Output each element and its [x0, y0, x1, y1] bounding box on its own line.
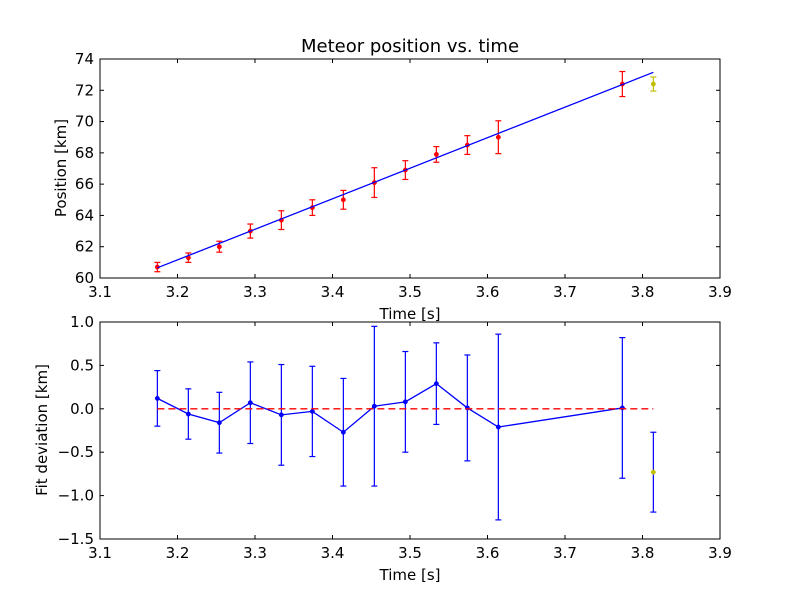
position-y-tick-label: 74: [75, 50, 94, 68]
deviation-axes-frame: [99, 321, 721, 540]
position-x-tick-label: 3.6: [476, 283, 500, 301]
position-x-axis-label: Time [s]: [379, 305, 441, 323]
deviation-data-point: [619, 405, 625, 411]
position-y-tick-label: 72: [75, 81, 94, 99]
deviation-x-tick-label: 3.2: [166, 544, 190, 562]
position-chart-title: Meteor position vs. time: [301, 36, 519, 57]
position-y-tick-label: 68: [75, 144, 94, 162]
deviation-y-tick-label: −1.0: [58, 487, 94, 505]
position-plot-area: 3.1 3.2 3.3 3.4 3.5 3.6 3.7 3.8 3.9 60 62 64 66 68 70 7…: [75, 50, 732, 301]
position-data-point: [495, 134, 501, 140]
position-x-tick-label: 3.3: [243, 283, 267, 301]
deviation-data-point: [433, 381, 439, 387]
deviation-plot-area: 3.1 3.2 3.3 3.4 3.5 3.6 3.7 3.8 3.9 −1.5 −1.0 −0.5 0…: [58, 313, 732, 562]
deviation-x-tick-label: 3.5: [398, 544, 422, 562]
position-x-tick-label: 3.8: [631, 283, 655, 301]
deviation-data-point: [309, 408, 315, 414]
deviation-data-point: [371, 403, 377, 409]
position-x-tick-label: 3.2: [166, 283, 190, 301]
deviation-y-tick-label: 0.5: [70, 356, 94, 374]
deviation-y-tick-label: −0.5: [58, 443, 94, 461]
deviation-x-tick-label: 3.3: [243, 544, 267, 562]
position-data-point: [340, 197, 346, 203]
position-y-tick-label: 70: [75, 113, 94, 131]
deviation-data-point: [278, 412, 284, 418]
deviation-y-axis-label: Fit deviation [km]: [33, 364, 51, 496]
deviation-y-tick-label: −1.5: [58, 530, 94, 548]
position-y-tick-label: 60: [75, 269, 94, 287]
position-axes-frame: [99, 58, 721, 279]
position-x-tick-label: 3.1: [88, 283, 112, 301]
deviation-x-tick-label: 3.4: [321, 544, 345, 562]
position-fit-line: [157, 71, 654, 269]
position-x-tick-label: 3.7: [553, 283, 577, 301]
deviation-x-tick-label: 3.9: [708, 544, 732, 562]
deviation-data-point: [154, 395, 160, 401]
deviation-x-axis-label: Time [s]: [379, 566, 441, 584]
deviation-y-tick-label: 0.0: [70, 400, 94, 418]
position-x-tick-label: 3.5: [398, 283, 422, 301]
position-y-tick-label: 62: [75, 238, 94, 256]
position-y-tick-label: 66: [75, 175, 94, 193]
deviation-data-point: [495, 424, 501, 430]
position-y-axis-label: Position [km]: [52, 119, 70, 217]
position-data-point: [433, 151, 439, 157]
position-y-tick-label: 64: [75, 206, 94, 224]
deviation-x-tick-label: 3.8: [631, 544, 655, 562]
position-x-tick-label: 3.4: [321, 283, 345, 301]
deviation-data-point: [247, 400, 253, 406]
deviation-data-point: [185, 411, 191, 417]
deviation-data-point: [402, 399, 408, 405]
deviation-data-point: [340, 429, 346, 435]
position-data-point: [216, 244, 222, 250]
position-x-tick-label: 3.9: [708, 283, 732, 301]
deviation-x-tick-label: 3.7: [553, 544, 577, 562]
deviation-x-tick-label: 3.1: [88, 544, 112, 562]
deviation-x-tick-label: 3.6: [476, 544, 500, 562]
deviation-data-point: [650, 469, 656, 475]
deviation-y-tick-label: 1.0: [70, 313, 94, 331]
deviation-data-point: [216, 420, 222, 426]
deviation-panel: Time [s] Fit deviation [km] 3.1 3.2 3.3 3.4…: [33, 313, 732, 584]
position-panel: Meteor position vs. time Time [s] Positi…: [52, 36, 732, 323]
position-data-point: [650, 81, 656, 87]
deviation-data-point: [464, 405, 470, 411]
